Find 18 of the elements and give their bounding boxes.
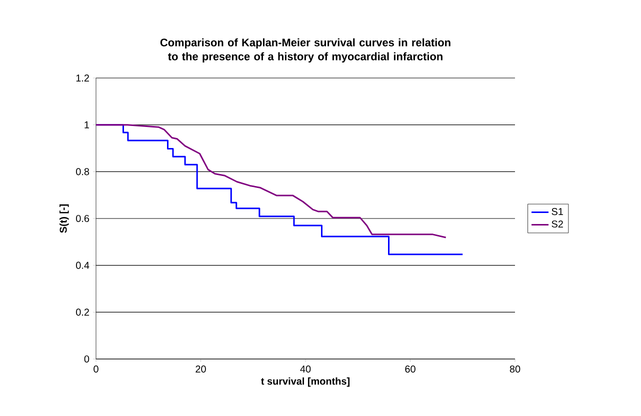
x-tick-label: 60 bbox=[405, 366, 416, 373]
y-axis-title: S(t) [-] bbox=[60, 204, 69, 233]
line-series bbox=[96, 124, 447, 238]
x-tick-label: 0 bbox=[94, 366, 98, 373]
y-tick-label: 0.8 bbox=[76, 168, 90, 176]
y-tick-label: 1.2 bbox=[76, 74, 89, 82]
y-tick-label: 0.6 bbox=[76, 214, 90, 222]
chart-title: Comparison of Kaplan-Meier survival curves in relation to the presence of a history of myocardial infarction bbox=[160, 38, 450, 62]
legend-label: S1 bbox=[552, 208, 563, 216]
y-tick-label: 0.4 bbox=[76, 262, 90, 269]
x-axis-title: t survival [months] bbox=[261, 377, 350, 387]
y-tick-label: 0.2 bbox=[76, 308, 89, 316]
x-tick-label: 80 bbox=[510, 366, 520, 373]
y-tick-label: 1 bbox=[84, 121, 89, 128]
x-tick-label: 20 bbox=[196, 366, 206, 373]
legend-label: S2 bbox=[552, 220, 563, 228]
x-tick-label: 40 bbox=[300, 366, 311, 373]
y-tick-label: 0 bbox=[84, 355, 90, 363]
